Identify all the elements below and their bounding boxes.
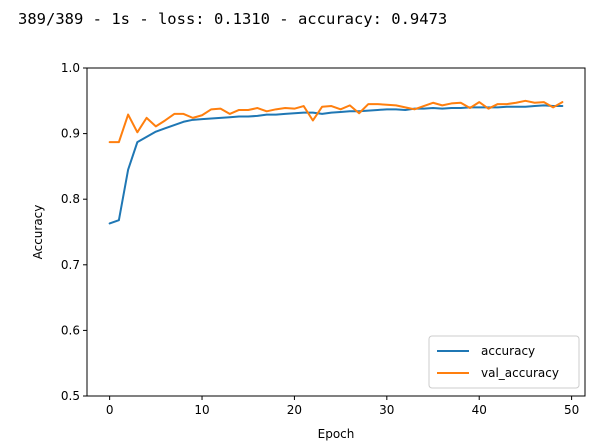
x-axis-ticks: 0 10 20 30 40 50 xyxy=(106,396,579,417)
x-axis-label: Epoch xyxy=(318,427,355,441)
y-tick-label: 0.6 xyxy=(61,323,80,337)
legend-label-accuracy: accuracy xyxy=(481,344,535,358)
series-line-val-accuracy xyxy=(108,99,564,144)
legend-label-val-accuracy: val_accuracy xyxy=(481,366,559,380)
x-tick-label: 20 xyxy=(287,403,302,417)
plot-frame xyxy=(86,67,586,397)
y-axis-ticks: 0.5 0.6 0.7 0.8 0.9 1.0 xyxy=(61,61,87,403)
training-log-line: 389/389 - 1s - loss: 0.1310 - accuracy: … xyxy=(18,10,448,28)
x-tick-label: 40 xyxy=(472,403,487,417)
y-tick-label: 0.8 xyxy=(61,192,80,206)
x-tick-label: 50 xyxy=(564,403,579,417)
series-line-accuracy xyxy=(108,104,564,225)
y-tick-label: 1.0 xyxy=(61,61,80,75)
y-tick-label: 0.9 xyxy=(61,127,80,141)
legend-box xyxy=(428,335,580,389)
x-tick-label: 30 xyxy=(379,403,394,417)
x-tick-label: 10 xyxy=(194,403,209,417)
y-tick-label: 0.5 xyxy=(61,389,80,403)
series-layer xyxy=(108,99,564,225)
legend: accuracy val_accuracy xyxy=(428,335,580,389)
y-axis-label: Accuracy xyxy=(31,205,45,260)
y-tick-label: 0.7 xyxy=(61,258,80,272)
x-tick-label: 0 xyxy=(106,403,114,417)
